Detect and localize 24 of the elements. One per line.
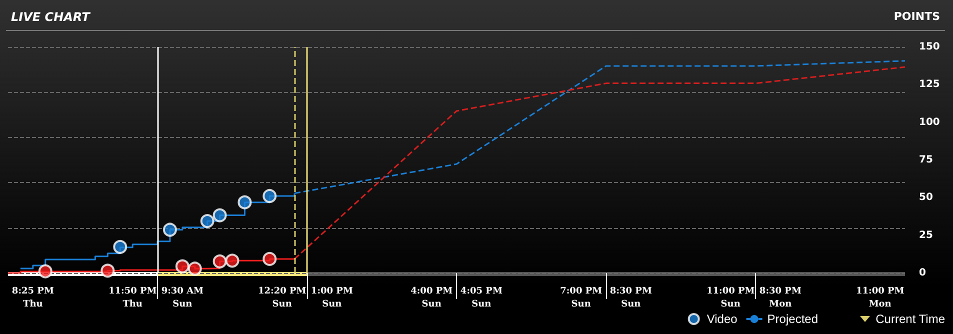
x-tick-label: 4:05 PM Sun bbox=[460, 286, 502, 310]
y-tick-label: 25 bbox=[919, 230, 933, 241]
x-tick-label: 11:00 PM Sun bbox=[706, 286, 755, 310]
text: Current Time bbox=[876, 312, 945, 326]
y-tick-label: 150 bbox=[919, 42, 940, 52]
x-tick-label: 1:00 PM Sun bbox=[310, 286, 353, 310]
x-tick-label: 12:20 PM Sun bbox=[258, 286, 306, 310]
chart-title: LIVE CHART bbox=[11, 10, 91, 24]
x-tick-label: 8:25 PM Thu bbox=[12, 286, 54, 310]
x-tick-label: 11:00 PM Mon bbox=[856, 286, 904, 310]
x-tick-label: 4:00 PM Sun bbox=[410, 286, 453, 310]
y-tick-label: 0 bbox=[919, 268, 926, 278]
y-tick-label: 125 bbox=[919, 79, 940, 90]
x-tick-label: 8:30 PM Sun bbox=[610, 286, 652, 310]
legend-label: Projected bbox=[767, 312, 818, 326]
x-tick-label: 7:00 PM Sun bbox=[560, 286, 602, 310]
x-tick-label: 9:30 AM Sun bbox=[161, 286, 204, 310]
y-tick-label: 100 bbox=[919, 116, 940, 128]
legend-label: Video bbox=[706, 312, 738, 326]
y-axis-title: POINTS bbox=[894, 10, 940, 23]
x-tick-label: 8:30 PM Mon bbox=[759, 286, 802, 310]
y-tick-label: 75 bbox=[919, 154, 933, 166]
y-tick-label: 50 bbox=[919, 192, 933, 204]
x-tick-label: 11:50 PM Thu bbox=[108, 286, 157, 310]
